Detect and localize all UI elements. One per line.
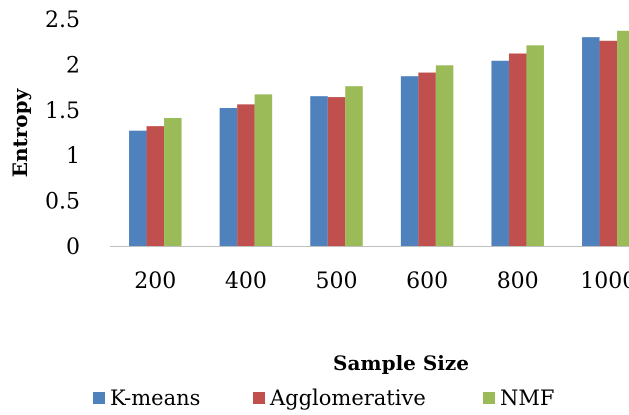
- bar-agglomerative-800: [508, 53, 527, 247]
- legend-swatch-k-means: [93, 392, 105, 404]
- bar-nmf-600: [435, 65, 454, 246]
- x-tick-label: 500: [316, 269, 358, 294]
- x-axis-title: Sample Size: [333, 351, 469, 375]
- bar-agglomerative-400: [237, 104, 255, 247]
- x-tick-label: 200: [134, 269, 176, 294]
- x-tick-label: 600: [406, 269, 448, 294]
- legend-label: Agglomerative: [269, 386, 426, 410]
- legend-swatch-nmf: [483, 392, 495, 404]
- bar-agglomerative-200: [146, 126, 165, 246]
- x-tick-label: 800: [497, 269, 539, 294]
- legend-swatch-agglomerative: [253, 392, 265, 404]
- bar-k-means-400: [219, 107, 238, 246]
- legend-label: K-means: [110, 386, 200, 410]
- y-tick-label: 2: [66, 53, 80, 78]
- bar-k-means-1000: [582, 37, 600, 246]
- y-tick-label: 0: [66, 235, 80, 260]
- y-axis-title: Entropy: [8, 87, 32, 177]
- bar-k-means-200: [129, 130, 147, 246]
- bar-nmf-400: [254, 94, 273, 246]
- y-tick-label: 1: [66, 144, 80, 169]
- bar-nmf-500: [345, 86, 363, 246]
- y-tick-label: 0.5: [45, 190, 80, 215]
- bar-k-means-600: [400, 76, 419, 246]
- y-tick-label: 2.5: [45, 8, 80, 33]
- bar-nmf-1000: [617, 30, 629, 246]
- y-axis-ticks: 0 0.5 1 1.5 2 2.5: [45, 8, 80, 260]
- bar-nmf-200: [164, 117, 182, 246]
- legend: K-means Agglomerative NMF: [93, 386, 554, 410]
- bar-k-means-500: [310, 96, 328, 247]
- y-tick-label: 1.5: [45, 99, 80, 124]
- x-tick-label: 1000: [580, 269, 629, 294]
- x-tick-label: 400: [225, 269, 267, 294]
- bars: [129, 30, 629, 247]
- bar-nmf-800: [526, 45, 544, 246]
- bar-agglomerative-600: [418, 72, 436, 247]
- legend-label: NMF: [500, 386, 554, 410]
- x-axis-ticks: 200 400 500 600 800 1000: [134, 269, 629, 294]
- bar-agglomerative-500: [327, 97, 346, 246]
- bar-agglomerative-1000: [599, 40, 618, 247]
- bar-k-means-800: [491, 60, 509, 246]
